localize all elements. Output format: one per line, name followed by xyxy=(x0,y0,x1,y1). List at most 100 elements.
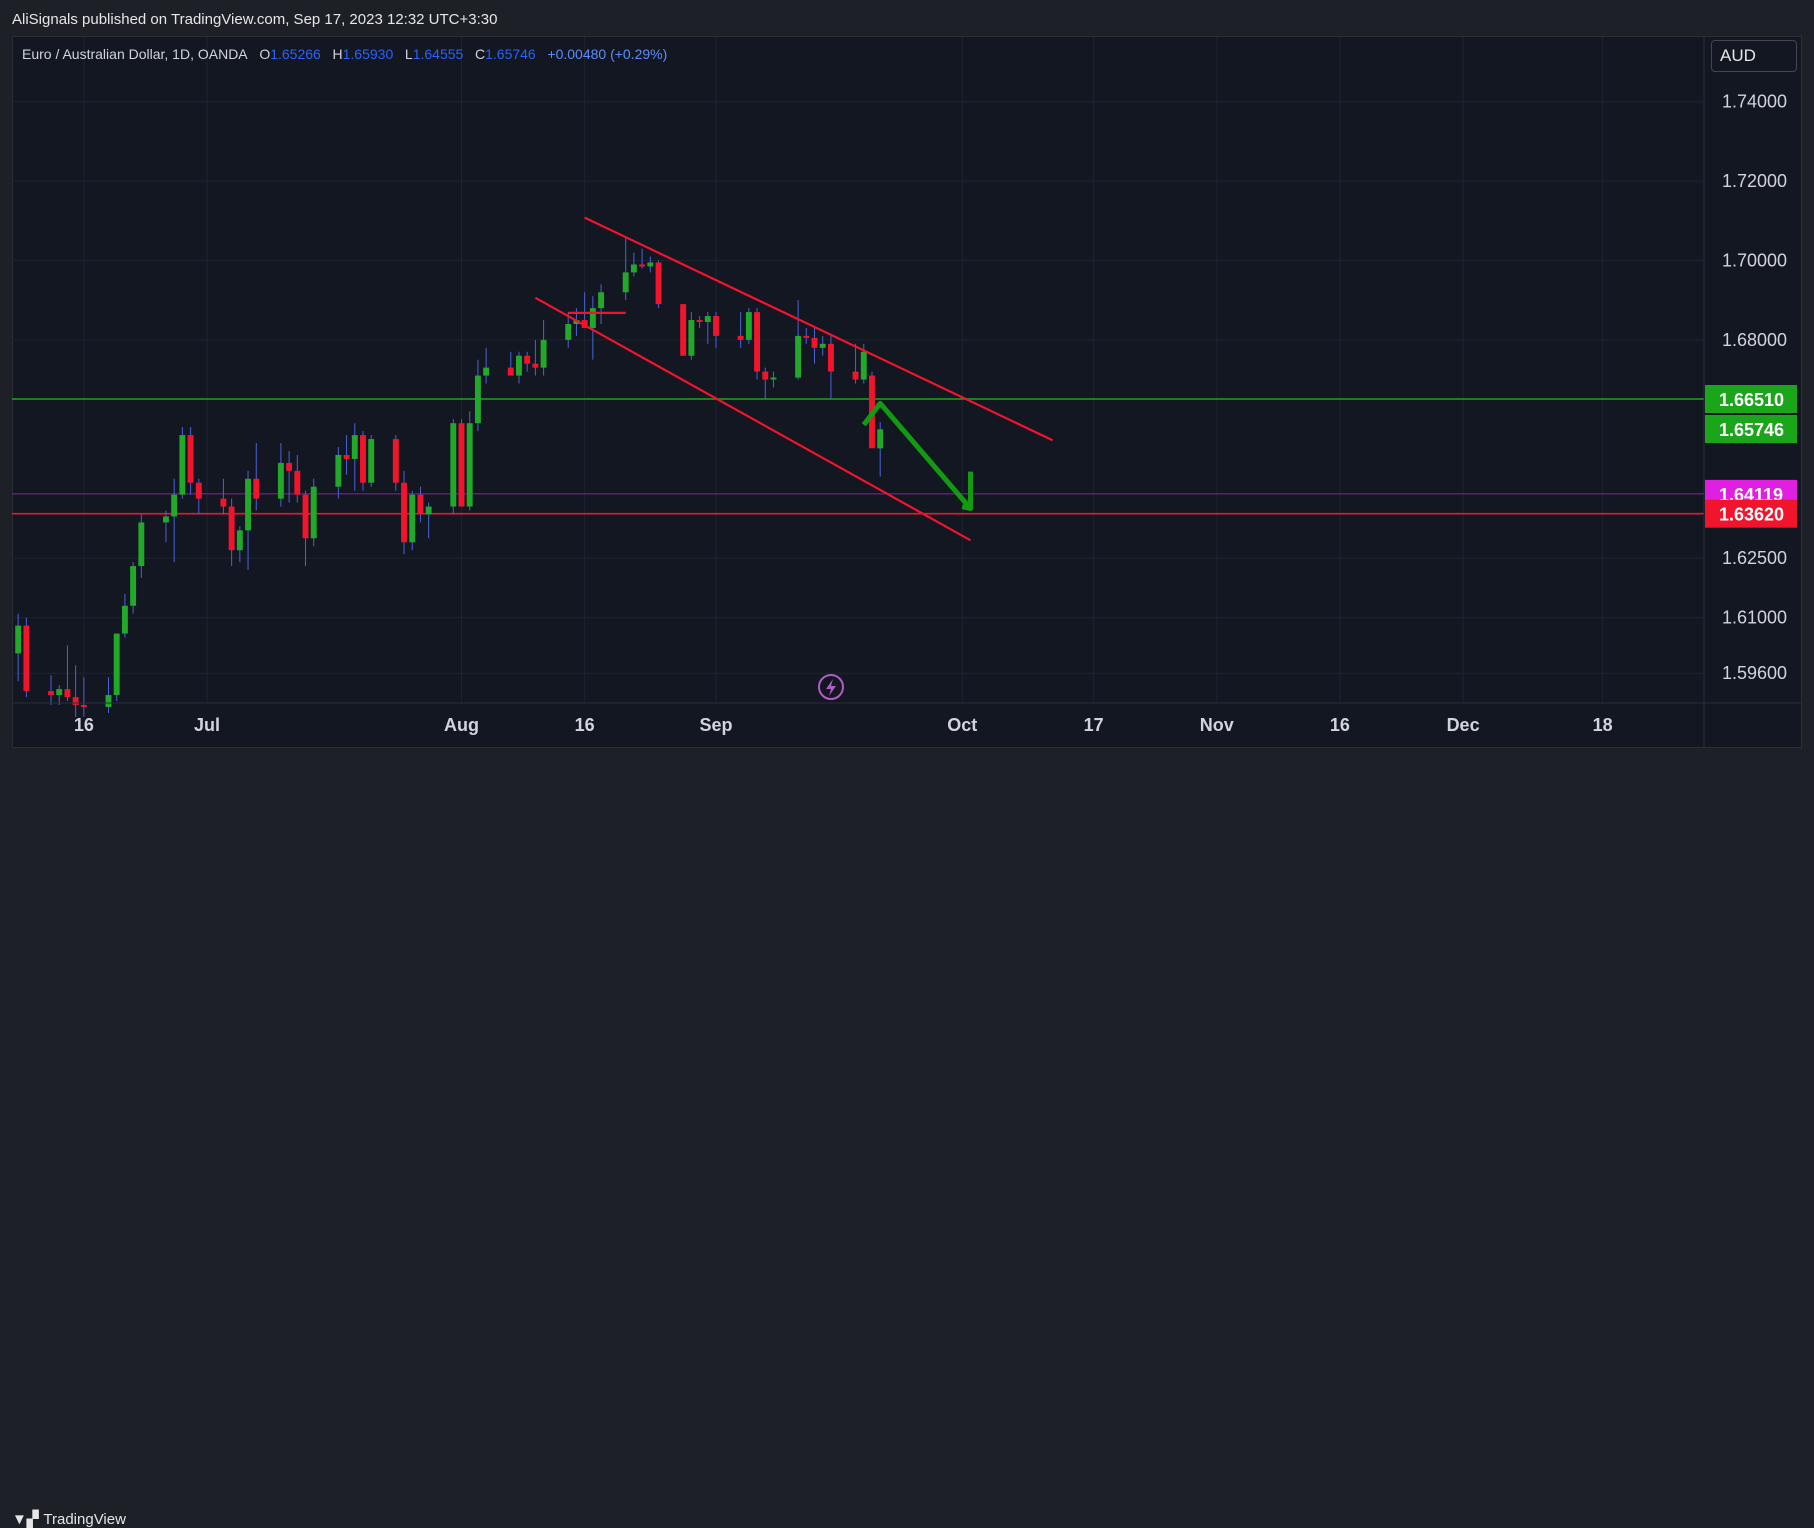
candle-body xyxy=(138,522,145,567)
chart-area[interactable] xyxy=(12,36,1802,748)
price-label-box xyxy=(1705,415,1797,444)
candle-body xyxy=(713,316,719,336)
candle-body xyxy=(466,423,473,507)
candle xyxy=(737,312,744,348)
candle-body xyxy=(294,470,301,495)
price-tick-label: 1.70000 xyxy=(1722,250,1787,270)
candle xyxy=(532,339,539,376)
candle-body xyxy=(639,264,646,267)
candle-body xyxy=(458,423,465,507)
published-by-text: AliSignals published on TradingView.com,… xyxy=(12,11,498,28)
time-tick-label: 16 xyxy=(74,715,94,735)
symbol-name[interactable]: Euro / Australian Dollar, 1D, OANDA xyxy=(22,46,248,62)
candle-body xyxy=(228,506,235,551)
candle-body xyxy=(277,462,284,499)
candle xyxy=(655,260,662,309)
candle xyxy=(228,498,235,567)
lightning-icon[interactable] xyxy=(818,674,844,700)
candle-body xyxy=(630,264,637,273)
candle xyxy=(696,316,703,328)
candle-body xyxy=(852,371,859,380)
candle xyxy=(622,236,629,301)
forecast-arrow-head xyxy=(961,471,973,512)
time-tick-label: 16 xyxy=(575,715,595,735)
candle-body xyxy=(310,486,317,539)
candle-body xyxy=(351,435,358,459)
candle xyxy=(680,304,687,356)
channel-upper-line xyxy=(584,216,1054,442)
candle xyxy=(598,284,605,324)
candle xyxy=(179,427,186,499)
candle xyxy=(392,435,399,491)
candle-body xyxy=(655,262,662,305)
low-value: 1.64555 xyxy=(412,46,464,62)
candle-body xyxy=(64,689,71,698)
tradingview-logo[interactable]: ▼▞ TradingView xyxy=(12,1510,126,1528)
candle-body xyxy=(524,355,531,364)
close-value: 1.65746 xyxy=(485,46,536,62)
candle xyxy=(368,435,375,487)
price-label-text: 1.66510 xyxy=(1719,390,1784,410)
candle xyxy=(713,312,719,348)
high-label: H xyxy=(332,46,343,62)
candle xyxy=(425,502,432,539)
drawings xyxy=(534,216,1054,542)
time-tick-label: Dec xyxy=(1447,715,1480,735)
price-tick-label: 1.62500 xyxy=(1722,548,1787,568)
candlestick-chart[interactable]: 1.74000 1.72000 1.70000 1.68000 1.62500 1.610… xyxy=(0,0,1814,793)
candle xyxy=(762,367,769,400)
time-tick-label: 16 xyxy=(1330,715,1350,735)
candle-body xyxy=(516,355,522,376)
candles xyxy=(15,236,884,717)
currency-button[interactable]: AUD xyxy=(1711,40,1797,72)
candle-body xyxy=(819,343,826,348)
top-bar: AliSignals published on TradingView.com,… xyxy=(0,0,1814,36)
candle xyxy=(195,478,202,515)
candle xyxy=(171,478,178,563)
candle-body xyxy=(507,367,514,376)
candle-body xyxy=(589,308,596,328)
candle-body xyxy=(113,633,120,696)
candle xyxy=(162,510,169,543)
candle xyxy=(310,478,317,547)
candle-body xyxy=(745,312,752,340)
price-label-text: 1.63620 xyxy=(1719,505,1784,525)
candle xyxy=(64,645,71,702)
candle xyxy=(113,633,120,702)
candle xyxy=(458,419,465,507)
price-tick-label: 1.59600 xyxy=(1722,663,1787,683)
candle xyxy=(516,351,522,384)
candle xyxy=(507,351,514,376)
candle-body xyxy=(286,462,293,471)
candle-body xyxy=(795,335,802,378)
candle-body xyxy=(573,320,580,324)
candle-body xyxy=(827,343,834,372)
candle xyxy=(524,351,531,372)
candle-body xyxy=(450,423,457,507)
candle-body xyxy=(130,566,137,606)
candle xyxy=(286,450,293,503)
candle-body xyxy=(754,312,761,372)
candle xyxy=(630,252,637,277)
candle-body xyxy=(622,272,629,293)
candle-body xyxy=(540,339,547,368)
change-value: +0.00480 (+0.29%) xyxy=(547,46,668,62)
ohlc-legend[interactable]: Euro / Australian Dollar, 1D, OANDA O1.6… xyxy=(22,46,667,62)
candle-body xyxy=(105,695,112,707)
candle xyxy=(23,617,30,698)
candle-body xyxy=(48,691,54,696)
candle-body xyxy=(302,494,309,539)
price-tick-label: 1.61000 xyxy=(1722,608,1787,628)
candle-body xyxy=(770,377,777,380)
candle xyxy=(72,665,79,717)
candle xyxy=(647,256,654,273)
candle xyxy=(220,478,227,515)
time-tick-label: Aug xyxy=(444,715,479,735)
candle xyxy=(409,490,416,551)
candle xyxy=(302,490,309,567)
candle-body xyxy=(23,625,30,692)
candle xyxy=(754,308,761,380)
candle xyxy=(277,443,284,507)
price-label-box xyxy=(1705,499,1797,528)
candle-body xyxy=(253,478,260,499)
